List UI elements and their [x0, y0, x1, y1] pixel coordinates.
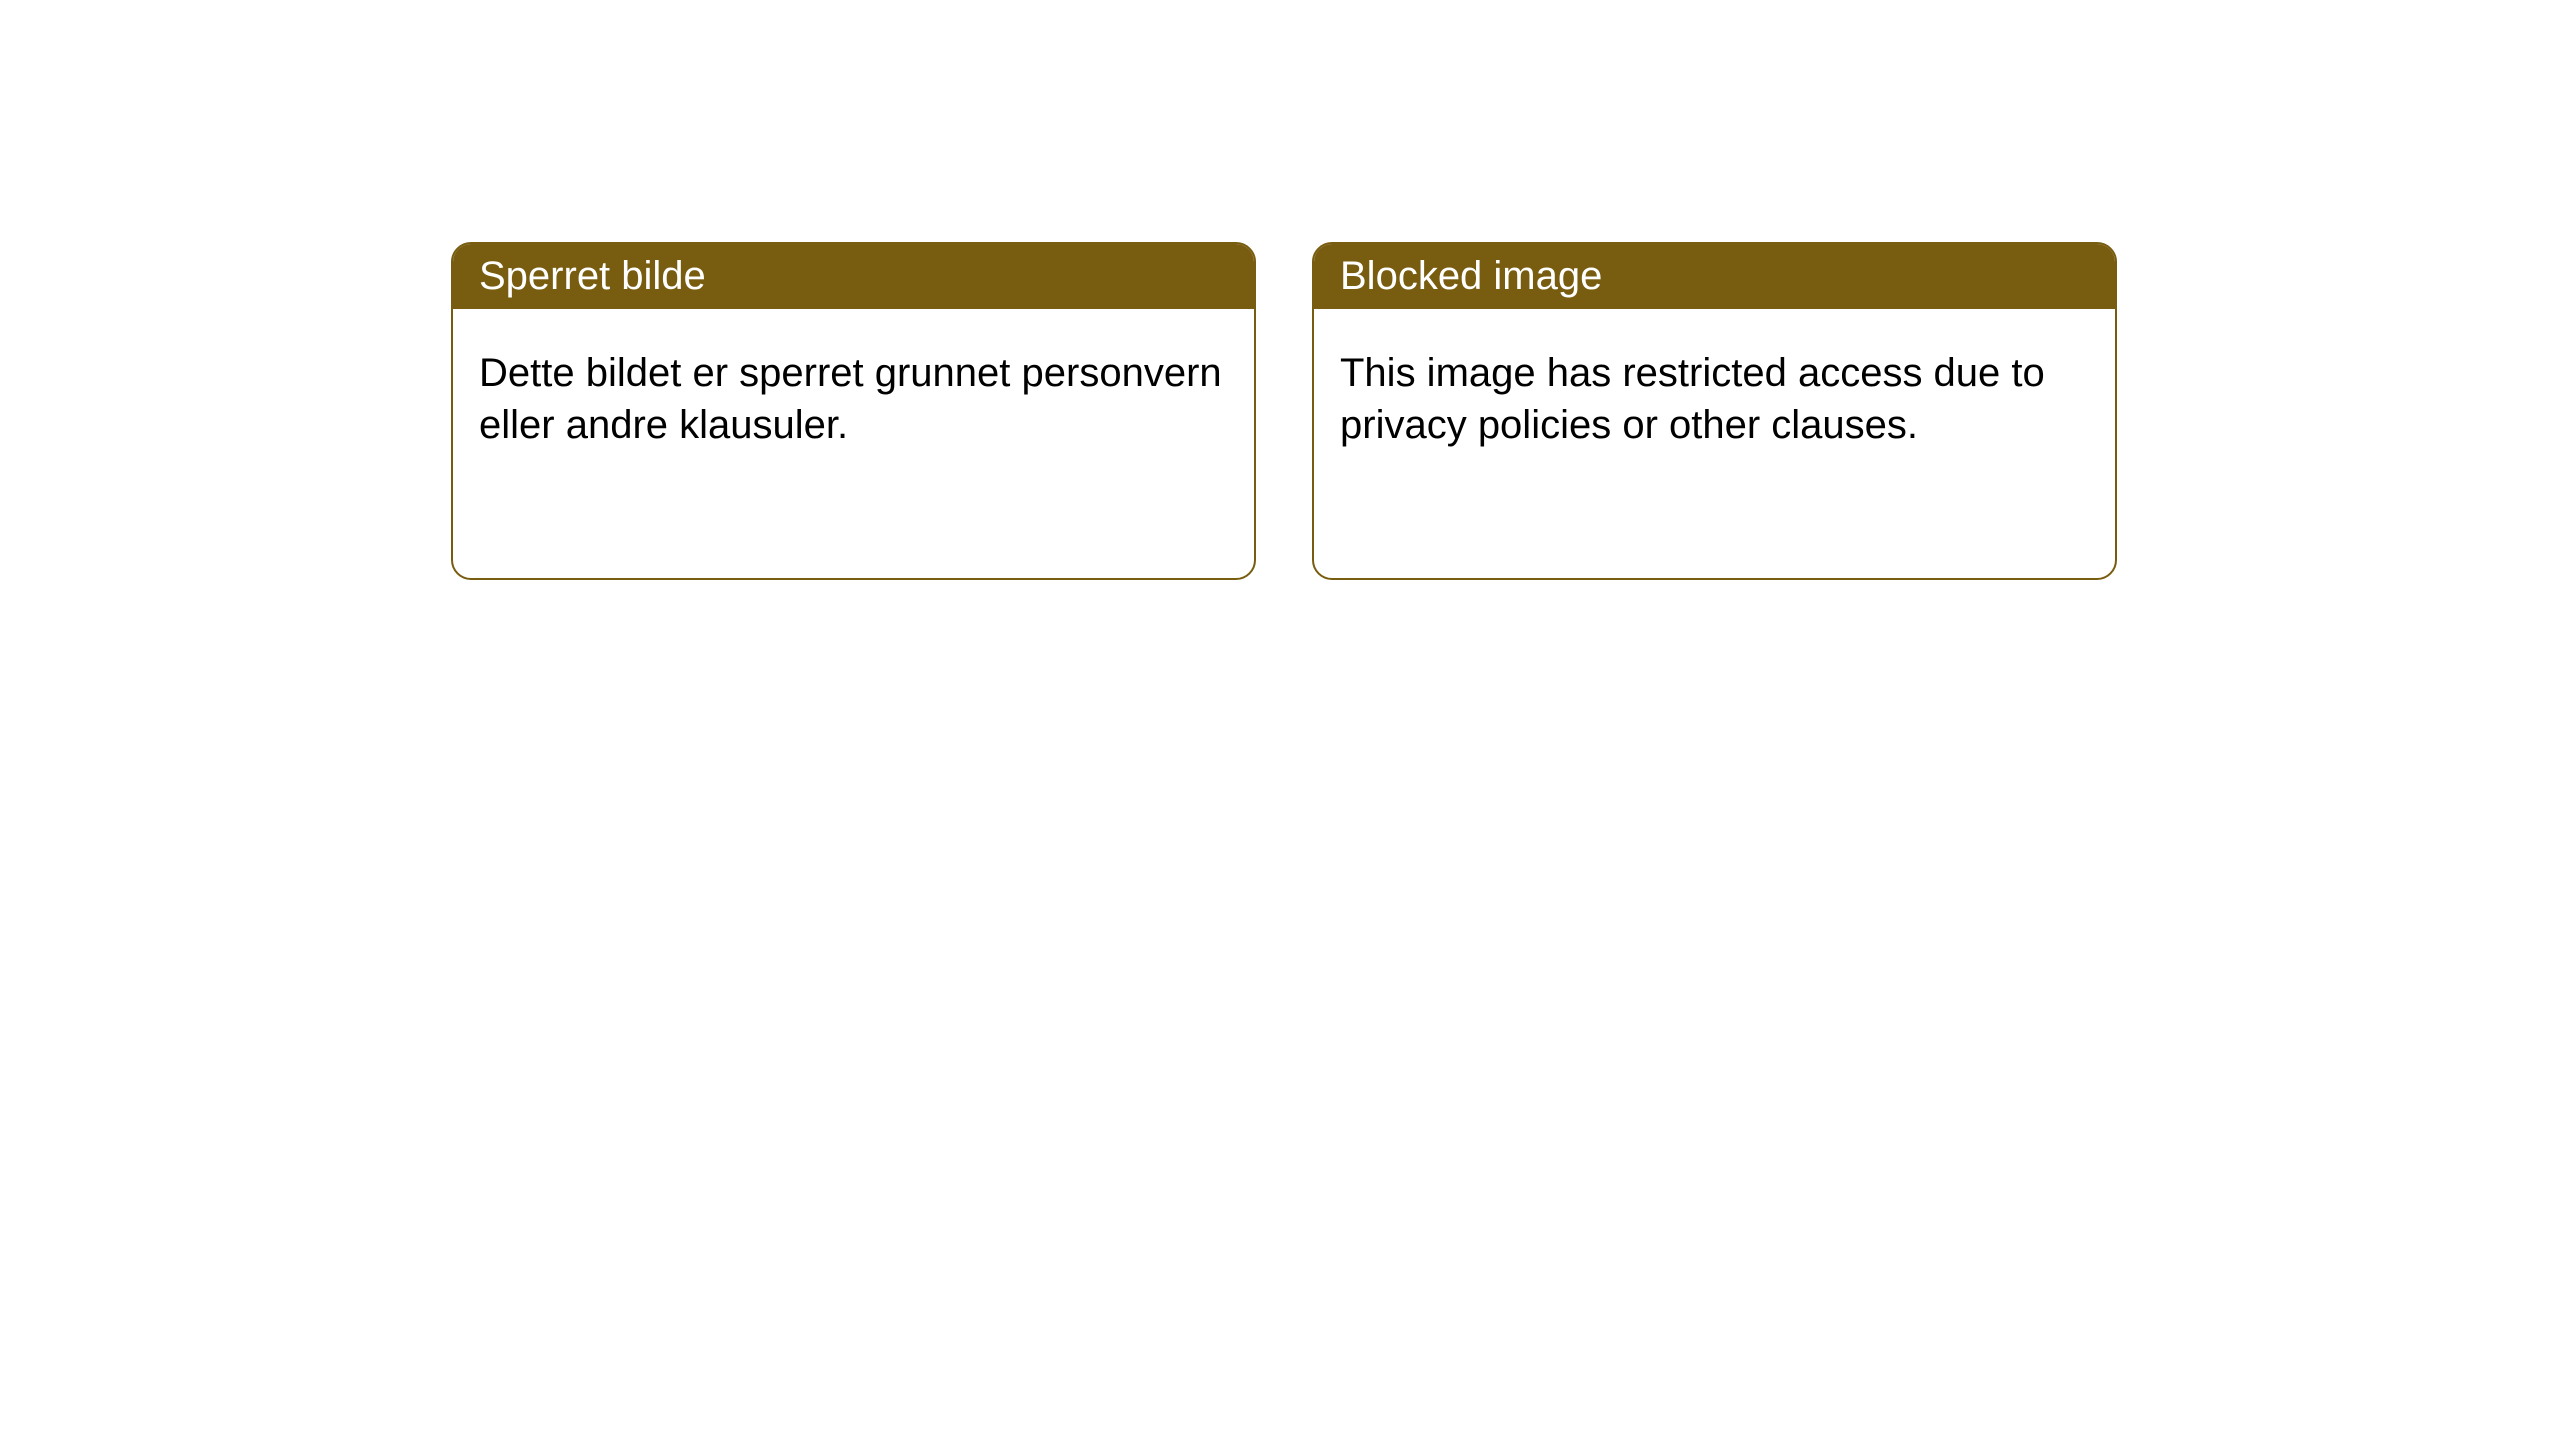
blocked-image-card-no: Sperret bilde Dette bildet er sperret gr… [451, 242, 1256, 580]
card-header-no: Sperret bilde [453, 244, 1254, 309]
cards-container: Sperret bilde Dette bildet er sperret gr… [0, 0, 2560, 580]
blocked-image-card-en: Blocked image This image has restricted … [1312, 242, 2117, 580]
card-header-en: Blocked image [1314, 244, 2115, 309]
card-body-no: Dette bildet er sperret grunnet personve… [453, 309, 1254, 489]
card-body-en: This image has restricted access due to … [1314, 309, 2115, 489]
